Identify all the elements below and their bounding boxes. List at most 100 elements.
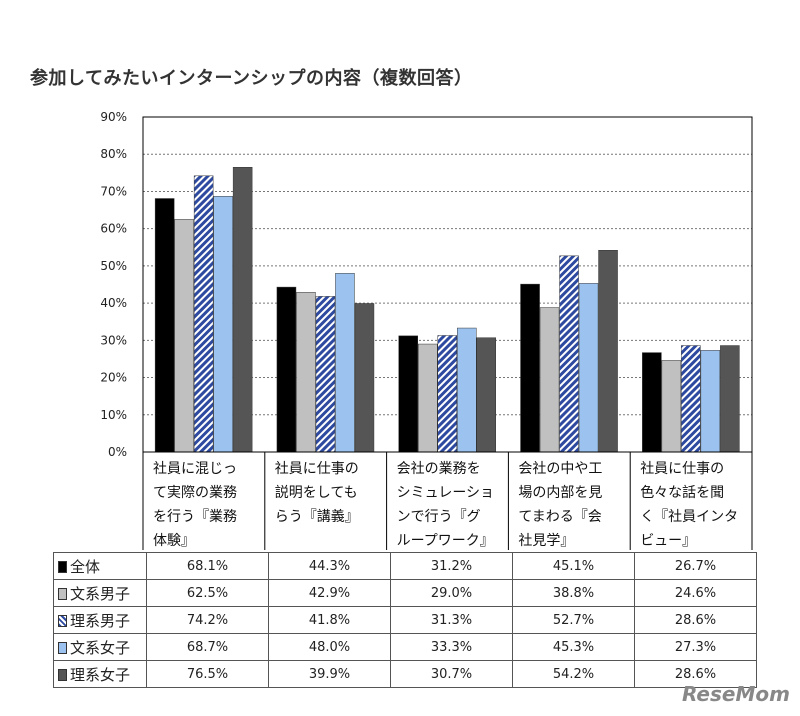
bar <box>681 345 701 453</box>
table-cell: 68.7% <box>146 633 269 661</box>
table-cell: 39.9% <box>268 660 391 688</box>
table-row: 理系女子 76.5% 39.9% 30.7% 54.2% 28.6% <box>53 660 757 688</box>
category-label: 場の内部を見 <box>518 485 602 501</box>
category-label: シミュレーショ <box>397 485 494 501</box>
bar <box>193 175 214 453</box>
table-row: 文系女子 68.7% 48.0% 33.3% 45.3% 27.3% <box>53 633 757 661</box>
table-row: 理系男子 74.2% 41.8% 31.3% 52.7% 28.6% <box>53 606 757 634</box>
bar <box>418 343 438 453</box>
bar <box>213 196 233 453</box>
legend-entry: 理系女子 <box>53 660 147 688</box>
bar <box>559 255 579 453</box>
table-cell: 74.2% <box>146 606 269 634</box>
legend-swatch <box>58 587 67 600</box>
category-label: て実際の業務 <box>153 485 237 501</box>
plot-frame <box>142 116 753 550</box>
y-axis-ticks: 0% 10% 20% 30% 40% 50% 60% 70% 80% 90% <box>100 110 127 459</box>
bar <box>700 350 721 453</box>
bar <box>661 360 682 453</box>
y-tick-label: 40% <box>100 296 127 310</box>
chart-title: 参加してみたいインターンシップの内容（複数回答） <box>30 68 473 89</box>
y-tick-label: 80% <box>100 147 127 161</box>
legend-entry: 全体 <box>53 552 147 580</box>
category-label: 体験』 <box>153 533 195 549</box>
table-cell: 45.3% <box>512 633 635 661</box>
category-label: 会社の中や工 <box>518 461 602 477</box>
table-cell: 31.2% <box>390 552 513 580</box>
category-label: ンで行う『グ <box>397 509 481 525</box>
table-row: 全体 68.1% 44.3% 31.2% 45.1% 26.7% <box>53 552 757 580</box>
category-label: 社員に仕事の <box>640 461 724 477</box>
legend-label: 全体 <box>70 557 101 576</box>
table-cell: 38.8% <box>512 579 635 607</box>
table-cell: 24.6% <box>634 579 757 607</box>
bar <box>642 352 662 453</box>
legend-label: 理系男子 <box>70 611 131 630</box>
category-label: く『社員インタ <box>640 509 738 525</box>
bar <box>335 273 355 453</box>
bar <box>578 283 599 453</box>
category-label: を行う『業務 <box>153 509 237 525</box>
table-cell: 76.5% <box>146 660 269 688</box>
legend-swatch <box>58 560 67 573</box>
y-tick-label: 50% <box>100 259 127 273</box>
bars <box>154 167 740 453</box>
legend-swatch <box>58 668 67 681</box>
y-tick-label: 70% <box>100 184 127 198</box>
table-cell: 54.2% <box>512 660 635 688</box>
table-cell: 45.1% <box>512 552 635 580</box>
category-label: てまわる『会 <box>518 509 601 525</box>
resemom-logo: ReseMom <box>682 682 790 706</box>
table-cell: 44.3% <box>268 552 391 580</box>
bar <box>598 250 618 453</box>
category-label: 社員に混じっ <box>153 461 237 477</box>
bar <box>296 292 316 453</box>
y-tick-label: 10% <box>100 408 127 422</box>
table-cell: 27.3% <box>634 633 757 661</box>
y-tick-label: 90% <box>100 110 127 124</box>
legend-entry: 文系男子 <box>53 579 147 607</box>
legend-swatch <box>58 614 67 627</box>
category-label: ビュー』 <box>640 533 696 549</box>
bar <box>232 167 253 453</box>
bar <box>437 335 457 453</box>
bar <box>154 198 175 453</box>
bar <box>174 219 194 453</box>
legend-entry: 理系男子 <box>53 606 147 634</box>
bar <box>539 307 560 453</box>
category-label: 社見学』 <box>518 533 574 549</box>
table-cell: 62.5% <box>146 579 269 607</box>
y-tick-label: 0% <box>108 445 127 459</box>
legend-label: 文系男子 <box>70 584 131 603</box>
bar-chart: 0% 10% 20% 30% 40% 50% 60% 70% 80% 90% 社員に混じって実際の… <box>100 110 753 550</box>
category-label: 説明をしても <box>275 485 358 501</box>
table-cell: 48.0% <box>268 633 391 661</box>
category-label: 色々な話を聞 <box>640 484 724 501</box>
data-table: 全体 68.1% 44.3% 31.2% 45.1% 26.7% 文系男子 62.5% 42.9… <box>53 552 757 688</box>
table-cell: 30.7% <box>390 660 513 688</box>
plot-border <box>142 116 753 453</box>
bar <box>476 337 496 453</box>
category-label: 会社の業務を <box>397 461 481 477</box>
legend-label: 文系女子 <box>70 638 131 657</box>
y-tick-label: 60% <box>100 222 127 236</box>
legend-label: 理系女子 <box>70 665 131 684</box>
category-label: らう『講義』 <box>275 508 359 525</box>
legend-entry: 文系女子 <box>53 633 147 661</box>
y-tick-label: 20% <box>100 371 127 385</box>
legend-swatch <box>58 641 67 654</box>
bar <box>354 303 375 453</box>
table-cell: 68.1% <box>146 552 269 580</box>
table-cell: 28.6% <box>634 606 757 634</box>
table-cell: 31.3% <box>390 606 513 634</box>
bar <box>720 345 740 453</box>
y-tick-label: 30% <box>100 333 127 347</box>
bar <box>315 296 336 453</box>
bar <box>398 335 418 453</box>
table-row: 文系男子 62.5% 42.9% 29.0% 38.8% 24.6% <box>53 579 757 607</box>
bar <box>520 283 540 453</box>
bar <box>276 286 297 453</box>
category-label: 社員に仕事の <box>275 461 359 477</box>
table-cell: 28.6% <box>634 660 757 688</box>
